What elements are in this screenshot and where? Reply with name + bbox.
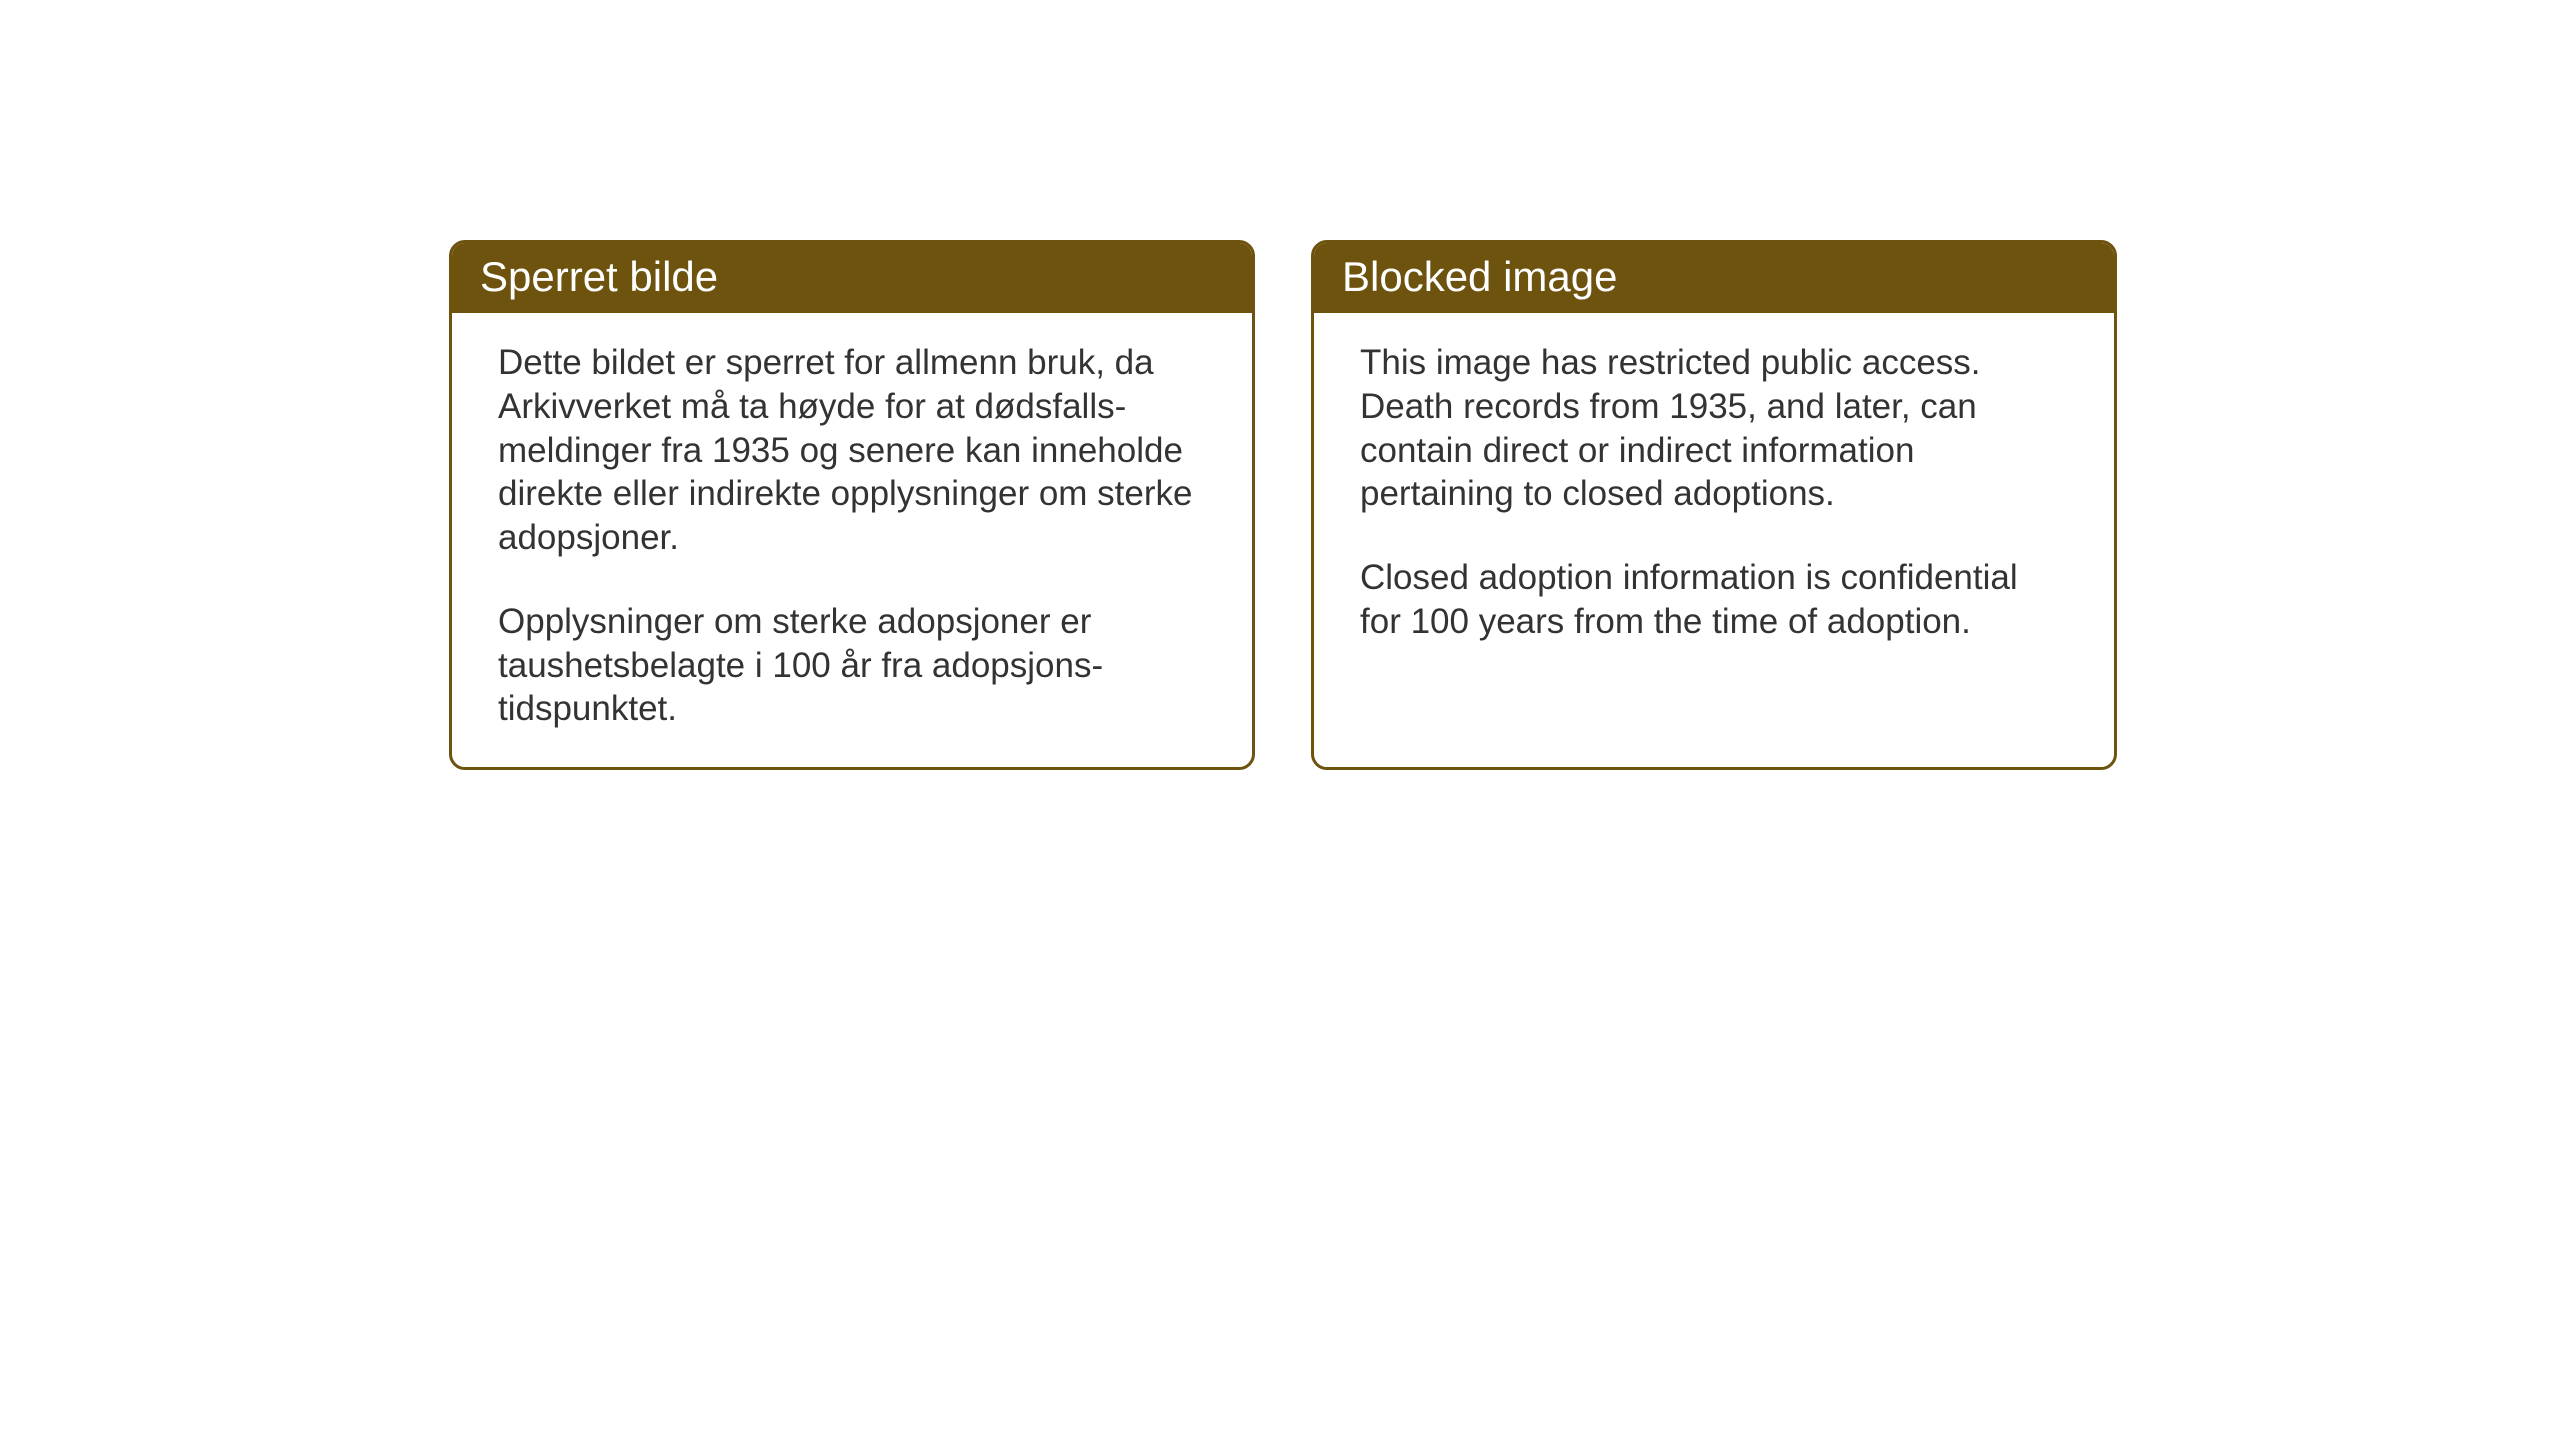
norwegian-notice-title: Sperret bilde xyxy=(452,243,1252,313)
norwegian-para-1: Dette bildet er sperret for allmenn bruk… xyxy=(498,341,1206,560)
norwegian-notice-body: Dette bildet er sperret for allmenn bruk… xyxy=(452,313,1252,767)
english-notice-title: Blocked image xyxy=(1314,243,2114,313)
notice-container: Sperret bilde Dette bildet er sperret fo… xyxy=(449,240,2117,770)
norwegian-notice-box: Sperret bilde Dette bildet er sperret fo… xyxy=(449,240,1255,770)
english-notice-body: This image has restricted public access.… xyxy=(1314,313,2114,680)
english-notice-box: Blocked image This image has restricted … xyxy=(1311,240,2117,770)
norwegian-para-2: Opplysninger om sterke adopsjoner er tau… xyxy=(498,600,1206,731)
english-para-1: This image has restricted public access.… xyxy=(1360,341,2068,516)
english-para-2: Closed adoption information is confident… xyxy=(1360,556,2068,644)
